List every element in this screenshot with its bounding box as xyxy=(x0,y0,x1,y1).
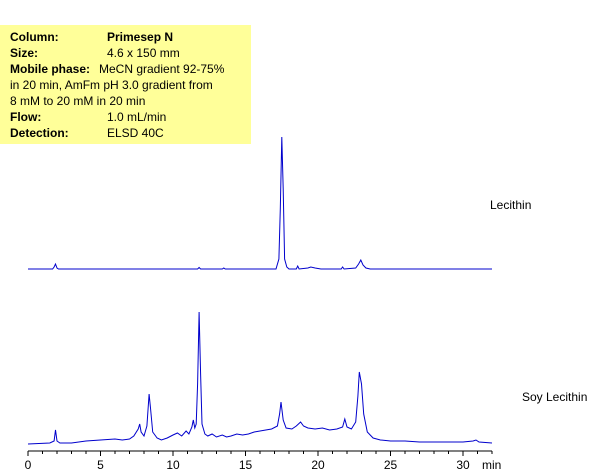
size-key: Size: xyxy=(10,46,39,60)
x-tick-label: 20 xyxy=(311,458,325,472)
x-tick-label: 15 xyxy=(239,458,253,472)
detection-key: Detection: xyxy=(10,126,69,140)
trace-group xyxy=(27,136,493,445)
trace-label-soy-lecithin: Soy Lecithin xyxy=(522,390,587,404)
x-tick-label: 25 xyxy=(384,458,398,472)
trace-soy-lecithin xyxy=(27,311,493,445)
flow-value: 1.0 mL/min xyxy=(107,110,167,124)
trace-lecithin xyxy=(28,136,492,270)
column-value: Primesep N xyxy=(107,30,174,44)
size-value: 4.6 x 150 mm xyxy=(107,46,180,60)
trace-label-group: Lecithin Soy Lecithin xyxy=(490,198,587,404)
mobile-phase-value: MeCN gradient 92-75% xyxy=(99,62,225,76)
x-tick-label: 30 xyxy=(456,458,470,472)
mobile-phase-key: Mobile phase: xyxy=(10,62,91,76)
column-key: Column: xyxy=(10,30,59,44)
mobile-phase-line-2: in 20 min, AmFm pH 3.0 gradient from xyxy=(10,78,213,92)
trace-label-lecithin: Lecithin xyxy=(490,198,531,212)
x-axis-unit-label: min xyxy=(482,458,501,472)
x-axis: 0 5 10 15 20 25 30 min xyxy=(25,450,501,472)
chromatography-conditions-panel: Column: Primesep N Size: 4.6 x 150 mm Mo… xyxy=(0,25,251,144)
detection-value: ELSD 40C xyxy=(107,126,164,140)
flow-key: Flow: xyxy=(10,110,42,124)
x-tick-label: 5 xyxy=(97,458,104,472)
x-tick-label: 0 xyxy=(25,458,32,472)
mobile-phase-line-3: 8 mM to 20 mM in 20 min xyxy=(10,94,146,108)
x-tick-label: 10 xyxy=(166,458,180,472)
